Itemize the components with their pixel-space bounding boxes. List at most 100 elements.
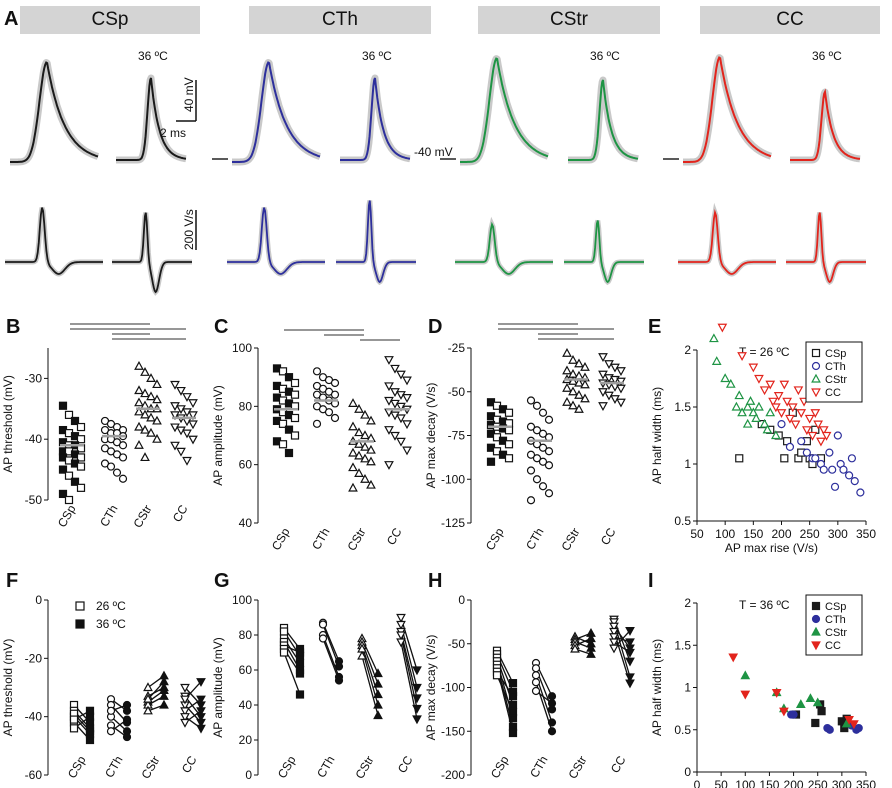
temp-label-cth: 36 ºC	[362, 49, 392, 63]
legend-marker-e-cc	[811, 388, 821, 398]
data-point-b-csp	[76, 422, 86, 432]
data-point-c-csp	[284, 425, 294, 434]
trace-dvdt-36-cc	[786, 212, 866, 284]
trace-dvdt-26-cstr	[455, 221, 553, 275]
data-point-e-cc	[810, 409, 821, 418]
legend-label-e-cc: CC	[825, 387, 841, 399]
data-point-d-cth	[532, 475, 542, 484]
data-point-26-f-cc	[180, 683, 190, 693]
legend-label-26: 26 ºC	[96, 599, 126, 613]
data-point-c-cc	[384, 426, 394, 435]
data-point-26-g-cc	[396, 638, 406, 648]
data-point-c-cstr	[348, 447, 358, 457]
data-point-e-cstr	[771, 430, 781, 440]
y-tick-label-e: 1	[684, 457, 691, 471]
data-point-i-csp	[811, 718, 820, 728]
data-point-36-g-csp	[295, 648, 305, 657]
y-tick-label-c: 80	[239, 399, 253, 413]
y-tick-label-c: 60	[239, 458, 253, 472]
data-point-e-cc	[771, 403, 781, 413]
data-point-26-h-csp	[492, 671, 502, 680]
data-point-b-csp	[58, 489, 68, 499]
legend-marker-i-csp	[811, 601, 821, 611]
pair-line-g	[322, 638, 340, 681]
data-point-c-cth	[312, 367, 322, 376]
data-point-b-csp	[58, 401, 68, 410]
data-point-c-cc	[384, 356, 394, 365]
data-point-d-cstr	[568, 386, 578, 396]
x-tick-label-e: 100	[715, 527, 735, 541]
data-point-c-cc	[402, 376, 412, 386]
data-point-26-h-cth	[531, 671, 541, 680]
legend-label-e-csp: CSp	[825, 348, 846, 360]
data-point-b-cstr	[140, 424, 150, 434]
legend-label-i-csp: CSp	[825, 601, 846, 613]
y-tick-label-h: -100	[441, 681, 465, 695]
data-point-d-cstr	[574, 403, 584, 413]
y-tick-label-i: 0	[684, 765, 691, 779]
data-point-e-cc	[776, 409, 787, 418]
x-tick-label-b: CTh	[97, 503, 120, 530]
x-tick-label-g: CC	[395, 753, 416, 775]
data-point-e-cc	[768, 397, 778, 407]
data-point-d-cth	[544, 447, 554, 456]
trace-voltage-36-cth	[340, 77, 411, 161]
trace-voltage-26-cth	[232, 61, 321, 163]
data-point-b-csp	[64, 495, 74, 505]
data-point-b-cstr	[140, 452, 150, 462]
y-tick-label-d: -25	[448, 341, 466, 355]
x-tick-label-b: CSp	[55, 502, 79, 529]
data-point-i-cc	[740, 690, 751, 700]
data-point-26-f-cth	[106, 706, 116, 715]
pair-line-g	[400, 641, 418, 720]
y-tick-label-h: -150	[441, 724, 465, 738]
data-point-26-h-cc	[609, 633, 619, 643]
trace-voltage-26-csp	[10, 61, 99, 163]
data-point-36-h-csp	[508, 728, 518, 738]
legend-label-i-cstr: CStr	[825, 627, 847, 639]
data-point-26-g-csp	[279, 627, 289, 636]
y-axis-label-g: AP amplitude (mV)	[211, 637, 225, 737]
data-point-d-cth	[526, 396, 536, 405]
trace-dvdt-26-cc	[678, 209, 776, 275]
pair-line-g	[400, 634, 418, 709]
data-point-c-csp	[278, 440, 288, 449]
data-point-36-h-cth	[547, 727, 557, 736]
y-axis-label-i: AP half width (ms)	[650, 639, 664, 736]
y-tick-label-c: 100	[232, 341, 252, 355]
data-point-36-h-cc	[625, 648, 635, 658]
data-point-e-cth	[856, 488, 865, 497]
data-point-36-f-cstr	[159, 699, 169, 709]
data-point-26-f-cstr	[143, 705, 153, 715]
data-point-d-csp	[504, 440, 514, 449]
x-tick-label-e: 300	[828, 527, 848, 541]
data-point-e-cstr	[751, 413, 762, 422]
data-point-d-cc	[616, 384, 626, 394]
y-axis-label-b: AP threshold (mV)	[1, 375, 15, 473]
x-tick-label-b: CStr	[130, 502, 154, 530]
data-point-e-cc	[785, 414, 795, 424]
x-tick-label-c: CSp	[269, 525, 293, 552]
data-point-36-f-csp	[85, 735, 95, 745]
data-point-36-h-cstr	[586, 648, 596, 658]
y-tick-label-d: -50	[448, 385, 466, 399]
data-point-c-cstr	[354, 468, 364, 477]
data-point-26-g-cth	[318, 634, 328, 643]
chart-b: -50 -40 -30 AP threshold (mV) CSp CTh CStr CC	[1, 323, 198, 530]
data-point-b-cth	[118, 453, 128, 462]
data-point-36-g-cstr	[373, 678, 383, 688]
y-tick-label-f: -60	[25, 768, 43, 782]
x-tick-label-i: 100	[735, 778, 755, 788]
data-point-b-cstr	[134, 397, 144, 407]
data-point-c-csp	[278, 367, 288, 376]
data-point-26-f-cstr	[143, 682, 153, 692]
panel-label-a: A	[4, 8, 19, 30]
trace-dvdt-36-cstr	[564, 220, 644, 284]
data-point-36-g-cc	[412, 666, 422, 676]
data-point-d-cth	[526, 466, 536, 475]
data-point-36-f-cth	[122, 715, 132, 724]
data-point-36-h-cth	[547, 699, 557, 708]
data-point-d-cth	[526, 496, 536, 505]
data-point-c-cstr	[360, 430, 370, 440]
legend-marker-e-cstr	[811, 373, 821, 383]
